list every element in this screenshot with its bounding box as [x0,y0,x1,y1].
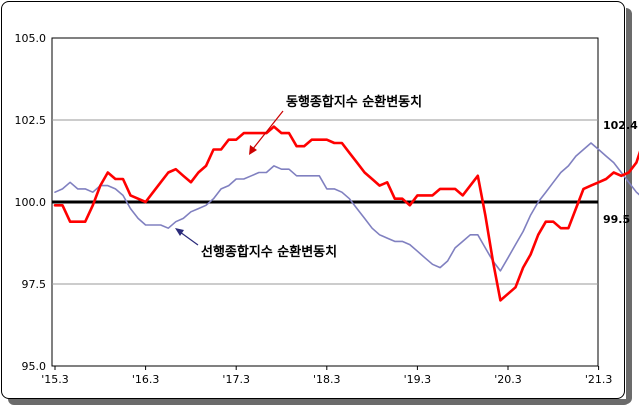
y-tick-label: 95.0 [22,360,47,373]
x-tick-label: '19.3 [404,373,432,386]
series-line-leading [54,142,639,272]
x-tick-label: '21.3 [585,373,613,386]
annotation-arrowhead-leading [175,228,184,236]
x-tick-label: '16.3 [132,373,160,386]
y-axis-ticks: 95.0 97.5 100.0 102.5 105.0 [15,32,47,373]
y-tick-label: 102.5 [15,114,47,127]
x-tick-label: '18.3 [313,373,341,386]
end-label-leading: 99.5 [603,213,630,226]
annotation-arrow-coincident [251,110,284,151]
x-tick-label: '20.3 [494,373,522,386]
gridlines [52,119,598,285]
frame-shadow-bottom [8,399,630,405]
x-tick-label: '17.3 [222,373,250,386]
y-tick-label: 105.0 [15,32,47,45]
annotation-leading-label: 선행종합지수 순환변동치 [201,244,337,260]
frame-shadow-right [626,8,632,404]
annotation-coincident-label: 동행종합지수 순환변동치 [286,94,422,110]
series-lines [53,125,639,302]
x-axis-ticks: '15.3'16.3'17.3'18.3'19.3'20.3'21.3'22.3 [41,366,613,386]
x-tick-label: '15.3 [41,373,69,386]
annotation-arrow-leading [179,231,199,246]
series-line-coincident [53,125,639,302]
y-tick-label: 100.0 [15,196,47,209]
y-tick-label: 97.5 [22,278,47,291]
end-label-coincident: 102.4 [603,119,638,132]
annotation-arrowhead-coincident [249,145,257,155]
